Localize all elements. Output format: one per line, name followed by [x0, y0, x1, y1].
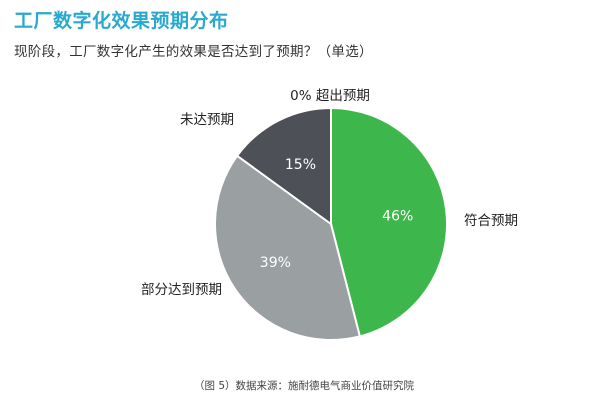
pie-category-label-exceed: 0% 超出预期: [290, 88, 370, 104]
pie-slices: [214, 106, 448, 341]
pie-value-label-partial: 39%: [260, 255, 291, 271]
chart-title: 工厂数字化效果预期分布: [14, 10, 229, 32]
pie-slice-meet: [330, 106, 448, 338]
pie-category-label-partial: 部分达到预期: [141, 282, 222, 298]
chart-subtitle: 现阶段，工厂数字化产生的效果是否达到了预期？（单选）: [14, 44, 373, 60]
pie-category-label-meet: 符合预期: [464, 213, 518, 229]
pie-category-label-miss: 未达预期: [180, 112, 234, 128]
pie-slice-miss: [235, 106, 332, 226]
pie-value-label-meet: 46%: [382, 209, 413, 225]
data-source-note: （图 5）数据来源：施耐德电气商业价值研究院: [193, 380, 415, 392]
pie-value-labels: 46% 39% 15%: [260, 157, 414, 271]
pie-slice-partial: [214, 154, 362, 341]
pie-value-label-miss: 15%: [285, 157, 316, 173]
